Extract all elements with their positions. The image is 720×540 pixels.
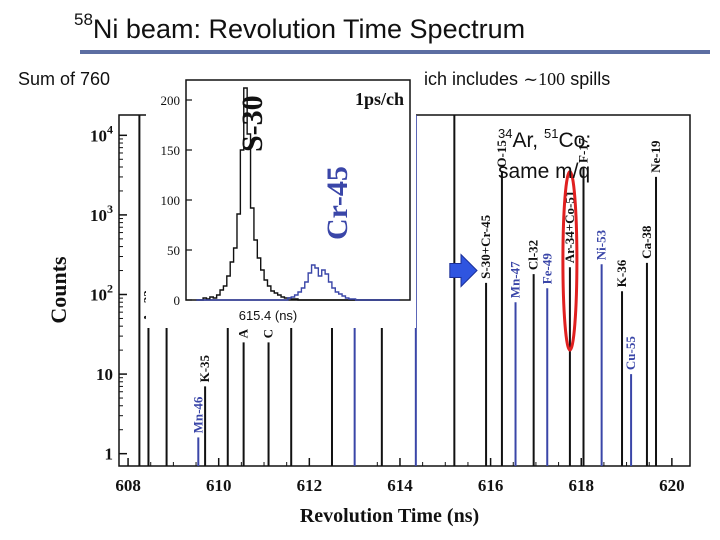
x-tick-label: 616: [478, 476, 504, 495]
subtitle-count: 100: [538, 69, 566, 89]
inset-y-tick-label: 200: [161, 93, 181, 108]
chart-title: 58Ni beam: Revolution Time Spectrum: [74, 10, 525, 45]
y-tick-label: 10: [96, 365, 113, 384]
inset-frame: [185, 79, 411, 301]
y-tick-label: 104: [90, 122, 113, 145]
subtitle-prefix: ich includes: [424, 69, 519, 89]
subtitle-left: Sum of 760: [18, 69, 111, 89]
x-tick-label: 614: [387, 476, 413, 495]
peak-label: Mn-46: [190, 396, 205, 433]
inset-x-label: 615.4 (ns): [239, 308, 298, 323]
highlight-ellipse: [561, 170, 579, 352]
x-tick-label: 618: [568, 476, 594, 495]
title-text: Ni beam: Revolution Time Spectrum: [92, 14, 526, 44]
inset-series-cr-45: [196, 264, 400, 301]
same-mq-note: 34Ar, 51Co: same m/q: [498, 118, 591, 187]
peak-label: Mn-47: [508, 261, 523, 298]
subtitle-right: ich includes ~100 spills: [424, 69, 610, 90]
peak-label: Fe-49: [539, 253, 554, 285]
x-tick-label: 608: [115, 476, 141, 495]
inset-resolution-label: 1ps/ch: [355, 89, 404, 109]
x-tick-label: 612: [297, 476, 323, 495]
inset-label-cr45: Cr-45: [321, 166, 354, 240]
note-line2: same m/q: [498, 160, 591, 183]
peak-label: C: [261, 329, 276, 338]
subtitle-approx: ~: [523, 69, 539, 90]
title-isotope-mass: 58: [74, 10, 93, 29]
note-co: Co:: [558, 129, 592, 152]
peak-label: Cu-55: [623, 336, 638, 370]
peak-label: K-36: [614, 259, 629, 287]
note-mass-ar: 34: [498, 126, 513, 141]
x-axis-label: Revolution Time (ns): [300, 505, 479, 527]
y-tick-label: 103: [90, 202, 113, 225]
peak-label: Ni-53: [594, 229, 609, 260]
y-tick-label: 1: [105, 445, 114, 464]
x-tick-label: 610: [206, 476, 232, 495]
inset-y-tick-label: 100: [161, 193, 181, 208]
peak-label: A: [236, 328, 251, 338]
peak-label: K-35: [197, 354, 212, 382]
peak-label: Cl-32: [526, 240, 541, 270]
inset-chart: 0 50 100 150 200 S-30 Cr-45 1ps/ch 615.4 (ns): [146, 70, 416, 328]
peak-label: F-17: [576, 137, 591, 163]
note-ar: Ar,: [512, 129, 539, 152]
note-mass-co: 51: [544, 126, 559, 141]
title-rule: [80, 50, 710, 54]
peak-label: O-15: [494, 140, 509, 168]
inset-series-s-30: [196, 87, 400, 301]
subtitle-suffix: spills: [570, 69, 611, 89]
peak-label: Ca-38: [639, 225, 654, 259]
arrow-to-inset: [449, 253, 478, 288]
inset-y-tick-label: 150: [161, 143, 181, 158]
inset-y-tick-label: 0: [174, 293, 181, 308]
peak-label: Ne-19: [648, 140, 663, 173]
x-tick-label: 620: [659, 476, 685, 495]
y-tick-label: 102: [90, 281, 113, 304]
inset-label-s30: S-30: [236, 95, 269, 152]
peak-label: S-30+Cr-45: [478, 214, 493, 278]
inset-y-tick-label: 50: [167, 243, 180, 258]
y-axis-label: Counts: [46, 256, 71, 324]
